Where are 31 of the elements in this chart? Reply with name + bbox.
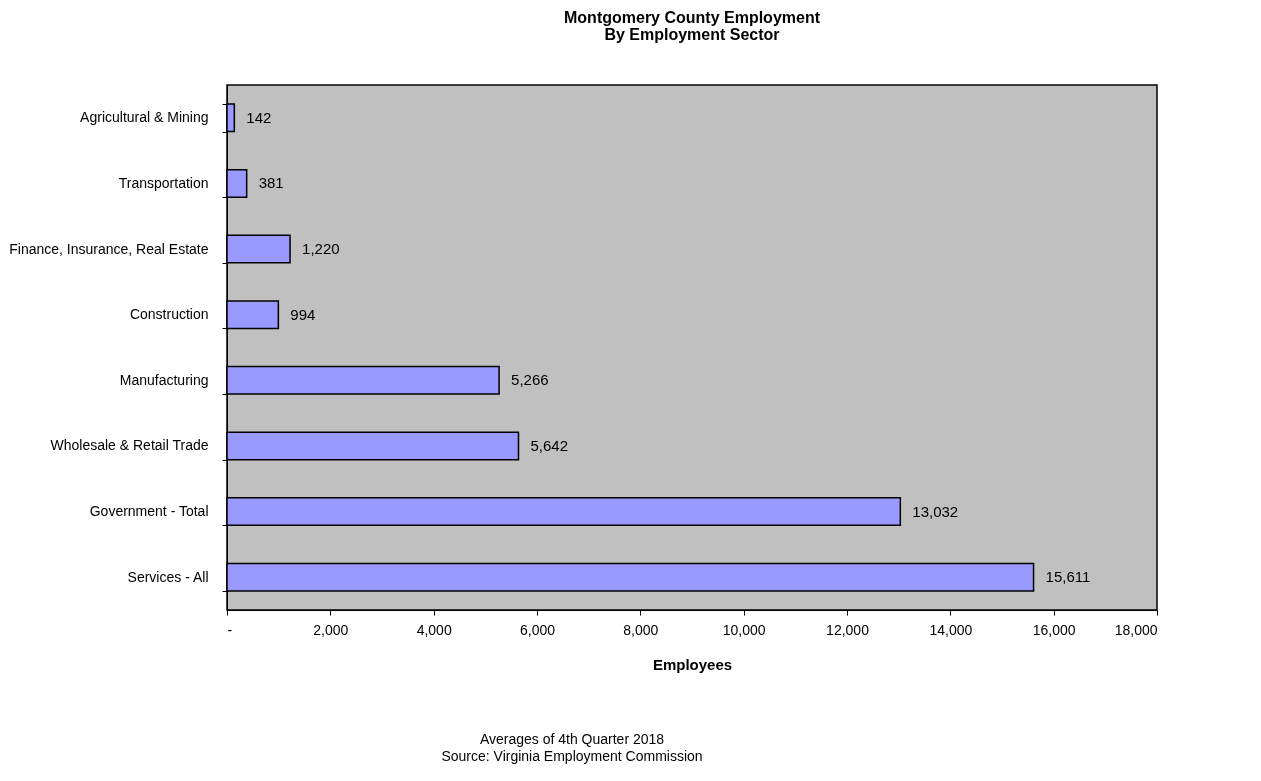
x-tick-label: 2,000	[313, 621, 349, 638]
chart-subtitle: By Employment Sector	[604, 26, 780, 43]
y-tick-label: Government - Total	[89, 503, 209, 520]
x-tick-label: 6,000	[519, 621, 556, 638]
source-note: Source: Virginia Employment Commission	[441, 748, 703, 764]
x-tick-label: 16,000	[1032, 621, 1076, 638]
data-label: 5,642	[530, 436, 569, 454]
x-tick-label: 18,000	[1114, 621, 1158, 638]
chart-title: Montgomery County Employment	[563, 9, 821, 26]
y-tick-label: Transportation	[118, 174, 209, 191]
x-tick-label: 10,000	[722, 621, 766, 638]
y-tick-label: Services - All	[127, 568, 209, 585]
x-tick-label: 12,000	[826, 621, 870, 638]
y-tick-label: Construction	[129, 306, 209, 323]
data-label: 381	[258, 174, 284, 192]
x-tick-label: 8,000	[623, 621, 659, 638]
data-label: 994	[290, 305, 316, 323]
y-tick-label: Manufacturing	[119, 371, 209, 388]
data-label: 1,220	[302, 240, 340, 258]
data-label: 15,611	[1045, 568, 1091, 586]
y-tick-label: Finance, Insurance, Real Estate	[9, 240, 209, 257]
data-label: 142	[246, 108, 272, 126]
x-tick-label: 4,000	[416, 621, 452, 638]
y-tick-label: Wholesale & Retail Trade	[50, 437, 209, 454]
y-tick-label: Agricultural & Mining	[80, 109, 209, 126]
text: Averages of 4th Quarter 2018	[479, 731, 665, 747]
x-tick-label: 14,000	[929, 621, 973, 638]
data-label: 13,032	[912, 502, 959, 520]
data-label: 5,266	[511, 371, 549, 389]
x-axis-title: Employees	[652, 655, 733, 673]
x-tick-label: -	[227, 621, 233, 638]
